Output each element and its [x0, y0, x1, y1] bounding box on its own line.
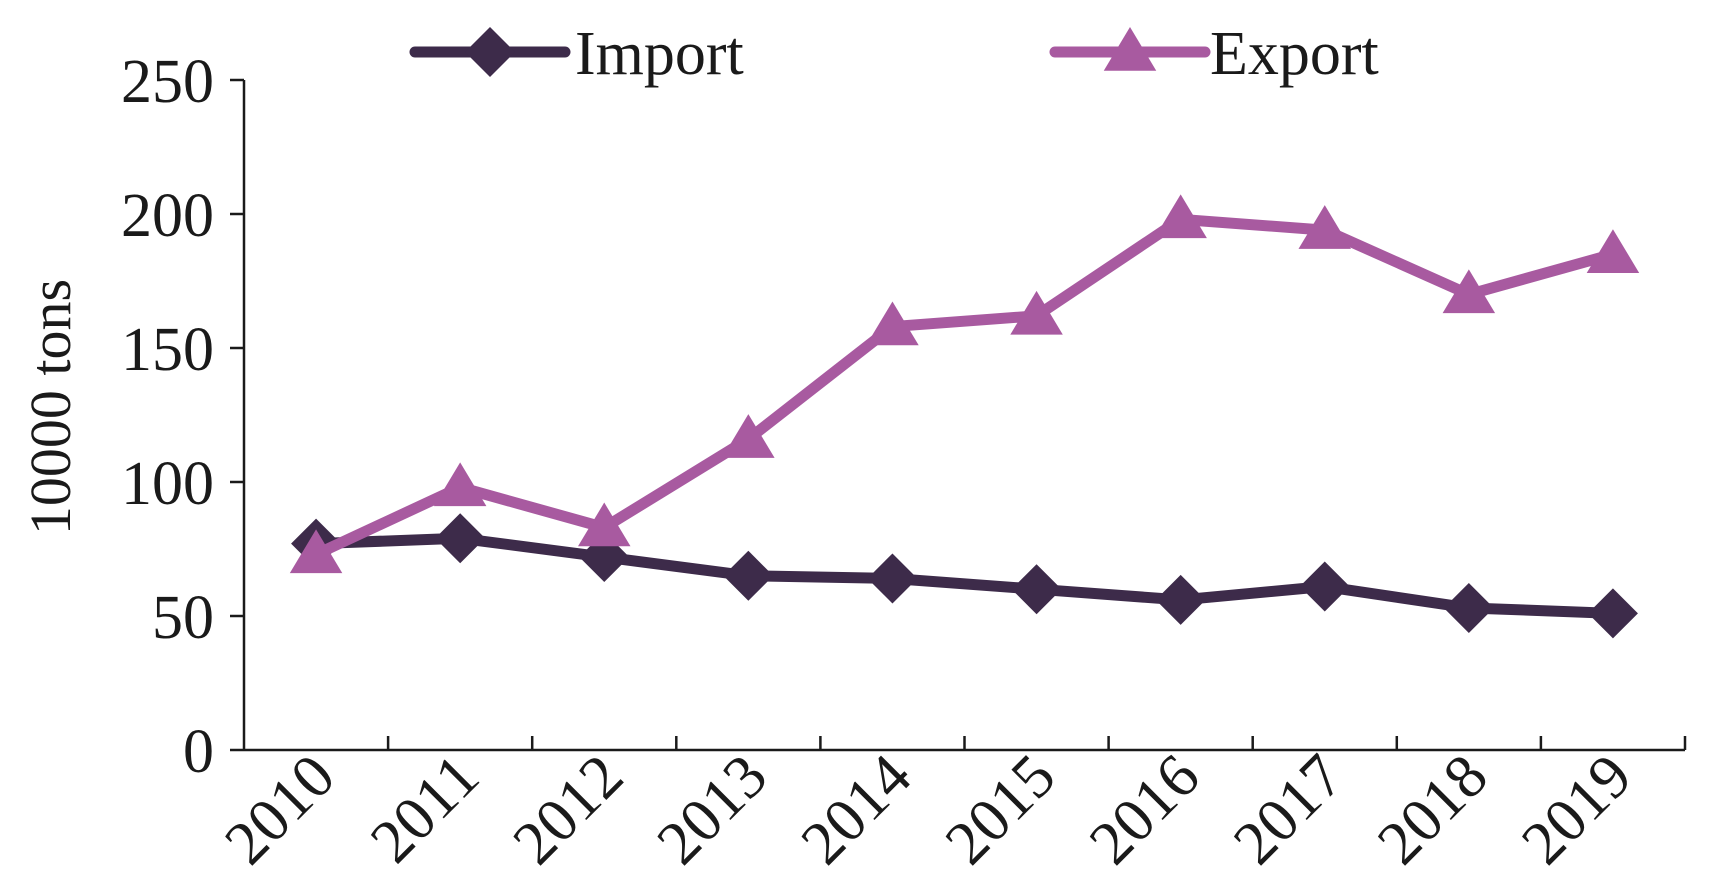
triangle-marker — [1103, 27, 1157, 71]
x-tick-label: 2010 — [212, 742, 348, 871]
x-tick-label: 2012 — [500, 742, 636, 871]
diamond-marker — [1587, 588, 1638, 639]
legend-label: Import — [575, 20, 744, 88]
triangle-marker — [1154, 194, 1207, 239]
x-tick-label: 2011 — [358, 742, 492, 871]
diamond-marker — [1443, 582, 1494, 633]
diamond-marker — [465, 27, 515, 77]
x-tick-label: 2016 — [1077, 742, 1213, 871]
diamond-marker — [1011, 564, 1062, 615]
y-tick-label: 200 — [121, 182, 214, 250]
series-layer — [289, 194, 1640, 639]
diamond-marker — [1299, 561, 1350, 612]
x-tick-label: 2015 — [933, 742, 1069, 871]
x-tick-label: 2019 — [1509, 742, 1645, 871]
y-tick-label: 100 — [121, 450, 214, 518]
legend: Import Export — [409, 20, 1379, 88]
legend-label: Export — [1210, 20, 1379, 88]
diamond-marker — [1155, 574, 1206, 625]
y-tick-label: 0 — [183, 718, 214, 786]
y-tick-label: 150 — [121, 316, 214, 384]
series-import — [291, 513, 1638, 639]
triangle-marker — [722, 414, 775, 458]
legend-item-import: Import — [409, 20, 744, 88]
x-tick-label: 2014 — [789, 742, 925, 871]
y-ticks: 0 50 100 150 200 250 — [121, 48, 244, 786]
axes — [242, 80, 1685, 752]
triangle-marker — [289, 529, 343, 574]
triangle-marker — [1586, 229, 1640, 273]
triangle-marker — [1442, 269, 1496, 314]
x-ticks: 2010 2011 2012 2013 2014 2015 2016 2017 2018 2019 — [212, 736, 1687, 871]
triangle-marker — [433, 462, 487, 507]
series-line-import — [315, 532, 1614, 619]
diamond-marker — [867, 553, 918, 604]
series-line-export — [313, 213, 1615, 560]
legend-item-export: Export — [1049, 20, 1379, 88]
x-tick-label: 2018 — [1365, 742, 1501, 871]
triangle-marker — [1010, 290, 1063, 335]
series-export — [289, 194, 1640, 574]
x-tick-label: 2017 — [1221, 742, 1357, 871]
x-tick-label: 2013 — [644, 742, 780, 871]
diamond-marker — [435, 513, 486, 564]
diamond-marker — [723, 550, 774, 601]
triangle-marker — [578, 502, 631, 547]
triangle-marker — [866, 301, 919, 346]
y-tick-label: 50 — [152, 584, 214, 652]
y-axis-label: 10000 tons — [18, 279, 83, 535]
y-tick-label: 250 — [121, 48, 214, 116]
triangle-marker — [1298, 205, 1351, 249]
